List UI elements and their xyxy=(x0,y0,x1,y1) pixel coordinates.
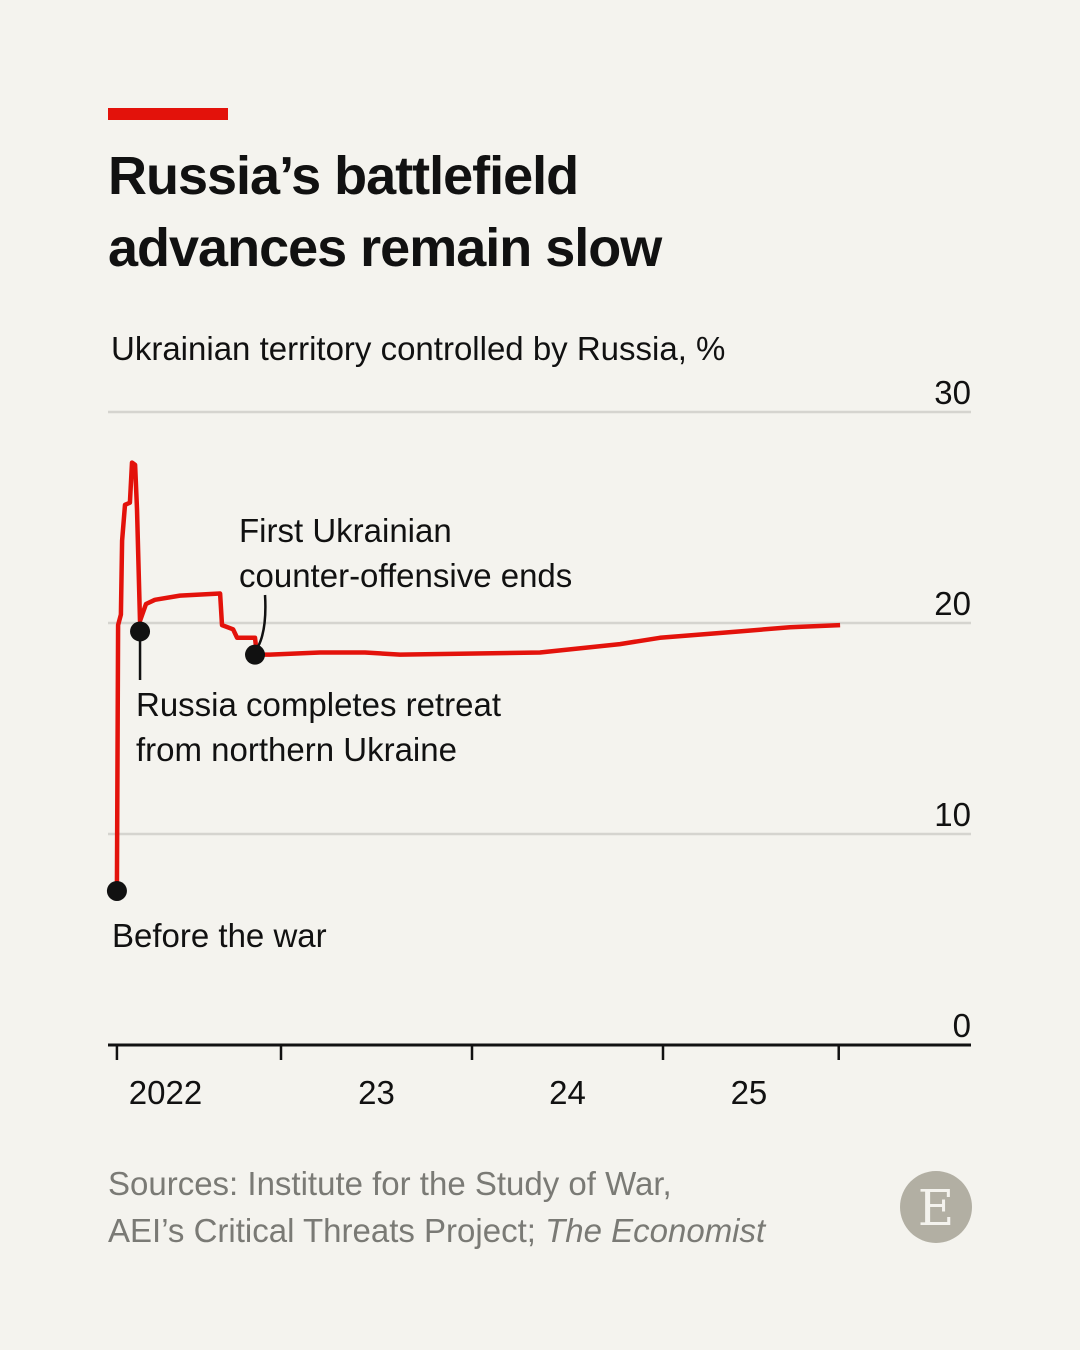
x-tick-label: 2022 xyxy=(129,1074,202,1111)
economist-logo: E xyxy=(900,1171,972,1243)
source-note: Sources: Institute for the Study of War,… xyxy=(108,1160,765,1254)
y-tick-label: 30 xyxy=(934,374,971,411)
y-tick-label: 10 xyxy=(934,796,971,833)
series-line xyxy=(114,460,841,892)
source-publication: The Economist xyxy=(545,1212,766,1249)
chart-subtitle: Ukrainian territory controlled by Russia… xyxy=(111,330,726,367)
annotation-label: Before the war xyxy=(112,917,327,954)
annotation-label: Russia completes retreat xyxy=(136,686,501,723)
chart-title: Russia’s battlefield advances remain slo… xyxy=(108,140,662,284)
annotation-label: counter-offensive ends xyxy=(239,557,572,594)
x-tick-label: 25 xyxy=(731,1074,768,1111)
annotation-leader xyxy=(256,594,267,648)
y-tick-label: 20 xyxy=(934,585,971,622)
brand-red-bar xyxy=(108,108,228,120)
title-line: advances remain slow xyxy=(108,218,662,278)
x-tick-label: 24 xyxy=(549,1074,586,1111)
source-line: Sources: Institute for the Study of War, xyxy=(108,1165,672,1202)
annotation-dot xyxy=(245,644,266,665)
annotation-dot xyxy=(130,621,151,642)
title-line: Russia’s battlefield xyxy=(108,146,579,206)
annotation-label: from northern Ukraine xyxy=(136,731,457,768)
source-line: AEI’s Critical Threats Project; xyxy=(108,1212,546,1249)
annotation-dot xyxy=(106,880,127,901)
y-tick-label: 0 xyxy=(953,1007,971,1044)
x-tick-label: 23 xyxy=(358,1074,395,1111)
annotation-label: First Ukrainian xyxy=(239,512,452,549)
